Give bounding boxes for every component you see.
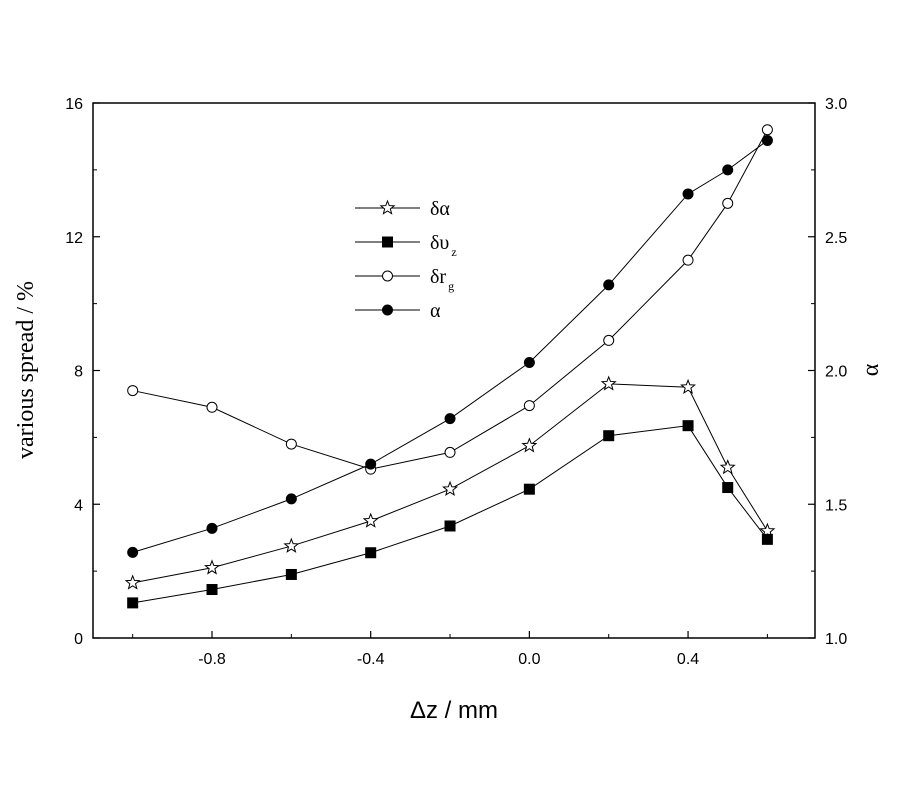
- data-point: [603, 430, 615, 442]
- legend-label: δα: [430, 198, 450, 220]
- data-point: [442, 480, 459, 496]
- series-layer: [124, 124, 776, 609]
- data-point: [206, 522, 218, 534]
- data-point: [127, 546, 139, 558]
- legend-label-main: α: [430, 300, 441, 322]
- data-point: [722, 164, 734, 176]
- series-1: [127, 420, 773, 609]
- data-point: [761, 124, 773, 136]
- data-point: [603, 334, 615, 346]
- series-line: [132, 383, 768, 584]
- data-point: [362, 512, 379, 528]
- data-point: [521, 437, 538, 453]
- y-right-tick-label: 2.5: [825, 230, 847, 247]
- x-axis: -0.8 -0.4 0.0 0.4: [132, 631, 768, 668]
- series-0: [124, 375, 776, 590]
- y-left-tick-label: 16: [65, 96, 83, 113]
- data-point: [719, 459, 736, 475]
- legend-marker: [382, 304, 393, 316]
- data-point: [206, 584, 218, 596]
- legend-marker: [382, 270, 393, 282]
- y-right-tick-label: 3.0: [825, 96, 847, 113]
- y-left-tick-label: 12: [65, 230, 83, 247]
- data-point: [365, 547, 377, 559]
- series-line: [132, 140, 768, 553]
- data-point: [523, 356, 535, 368]
- y-left-tick-label: 0: [74, 631, 83, 648]
- data-point: [365, 458, 377, 470]
- y-left-tick-label: 4: [74, 497, 83, 514]
- data-point: [523, 400, 535, 412]
- data-point: [444, 413, 456, 425]
- data-point: [283, 537, 300, 553]
- legend-label-main: δυ: [430, 232, 449, 254]
- data-point: [682, 254, 694, 266]
- y-right-tick-label: 1.5: [825, 497, 847, 514]
- legend-label-main: δr: [430, 266, 446, 288]
- data-point: [444, 446, 456, 458]
- y-axis-right: 1.0 1.5 2.0 2.5 3.0: [808, 96, 847, 648]
- data-point: [722, 197, 734, 209]
- data-point: [206, 401, 218, 413]
- x-tick-label: 0.0: [518, 651, 540, 668]
- data-point: [124, 574, 141, 590]
- series-line: [132, 129, 768, 470]
- series-2: [127, 124, 773, 475]
- x-tick-label: -0.4: [357, 651, 385, 668]
- legend-label-subscript: z: [451, 245, 456, 259]
- legend-item: α: [355, 300, 441, 322]
- plot-frame: [92, 102, 816, 639]
- data-point: [127, 597, 139, 609]
- legend-label-subscript: g: [448, 279, 454, 293]
- legend-item: δr g: [355, 266, 454, 293]
- series-line: [132, 425, 768, 604]
- data-point: [285, 438, 297, 450]
- data-point: [444, 520, 456, 532]
- data-point: [682, 188, 694, 200]
- legend-marker: [379, 199, 396, 215]
- data-point: [523, 483, 535, 495]
- y-axis-right-title: α: [858, 363, 884, 376]
- data-point: [285, 568, 297, 580]
- legend-item: δα: [355, 198, 450, 220]
- legend-label: α: [430, 300, 441, 322]
- x-tick-label: 0.4: [677, 651, 699, 668]
- data-point: [761, 134, 773, 146]
- data-point: [680, 378, 697, 395]
- y-axis-left: 0 4 8 12 16: [65, 96, 100, 648]
- data-point: [722, 482, 734, 494]
- data-point: [127, 385, 139, 397]
- y-axis-left-title: various spread / %: [13, 281, 39, 459]
- legend-marker: [382, 236, 393, 248]
- legend-label-main: δα: [430, 198, 450, 220]
- data-point: [600, 375, 617, 391]
- data-point: [285, 493, 297, 505]
- y-right-tick-label: 1.0: [825, 631, 847, 648]
- legend-label: δυ z: [430, 232, 457, 259]
- data-point: [204, 559, 220, 575]
- legend-label: δr g: [430, 266, 454, 293]
- data-point: [682, 420, 694, 432]
- y-right-tick-label: 2.0: [825, 364, 847, 381]
- x-axis-title: Δz / mm: [410, 697, 498, 724]
- x-tick-label: -0.8: [198, 651, 226, 668]
- data-point: [761, 533, 773, 545]
- data-point: [603, 279, 615, 291]
- series-3: [127, 134, 773, 558]
- legend-item: δυ z: [355, 232, 457, 259]
- y-left-tick-label: 8: [74, 364, 83, 381]
